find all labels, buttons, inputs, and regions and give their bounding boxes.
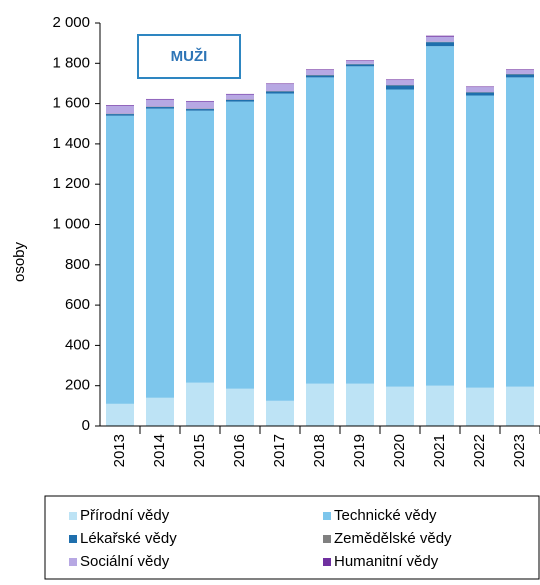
bar-segment (466, 93, 494, 96)
bar-segment (426, 46, 454, 386)
x-tick-label: 2021 (431, 434, 448, 467)
x-tick-label: 2015 (191, 434, 208, 467)
bar-segment (346, 60, 374, 61)
y-tick-label: 1 800 (52, 54, 90, 71)
bar-segment (266, 84, 294, 91)
y-tick-label: 1 400 (52, 135, 90, 152)
bar-segment (106, 116, 134, 404)
legend-label: Humanitní vědy (334, 553, 439, 570)
legend-label: Zemědělské vědy (334, 530, 452, 547)
legend-swatch (323, 558, 331, 566)
bar-segment (226, 102, 254, 389)
bar-segment (506, 77, 534, 386)
bar-segment (146, 100, 174, 107)
x-tick-label: 2023 (511, 434, 528, 467)
y-tick-label: 200 (65, 377, 90, 394)
y-tick-label: 600 (65, 296, 90, 313)
bar-segment (186, 383, 214, 426)
annotation: MUŽI (171, 47, 208, 65)
bar-segment (306, 70, 334, 75)
bar-segment (466, 388, 494, 426)
x-tick-label: 2014 (151, 434, 168, 467)
x-tick-label: 2018 (311, 434, 328, 467)
bar-segment (386, 387, 414, 426)
bar-segment (466, 96, 494, 388)
x-tick-label: 2020 (391, 434, 408, 467)
bar-segment (106, 404, 134, 426)
y-tick-label: 1 000 (52, 215, 90, 232)
bar-segment (266, 92, 294, 94)
bar-segment (146, 398, 174, 426)
legend-swatch (69, 535, 77, 543)
bar-segment (386, 85, 414, 89)
bar-segment (426, 42, 454, 46)
legend-swatch (69, 512, 77, 520)
bar-segment (306, 384, 334, 426)
legend-swatch (323, 512, 331, 520)
bar-segment (426, 36, 454, 37)
bar-segment (466, 87, 494, 92)
legend-label: Technické vědy (334, 507, 437, 524)
bar-segment (506, 70, 534, 74)
x-tick-label: 2017 (271, 434, 288, 467)
bar-segment (346, 64, 374, 66)
bar-segment (346, 61, 374, 64)
y-tick-label: 0 (82, 417, 90, 434)
x-tick-label: 2019 (351, 434, 368, 467)
bar-segment (426, 37, 454, 42)
bar-segment (386, 79, 414, 80)
bar-segment (186, 111, 214, 383)
legend-label: Lékařské vědy (80, 530, 177, 547)
bar-segment (506, 74, 534, 77)
y-axis-label: osoby (11, 241, 28, 282)
legend-label: Sociální vědy (80, 553, 170, 570)
legend-label: Přírodní vědy (80, 507, 170, 524)
bar-segment (506, 69, 534, 70)
bar-segment (306, 75, 334, 77)
bar-segment (346, 66, 374, 383)
bar-segment (346, 384, 374, 426)
bar-segment (306, 77, 334, 383)
bar-segment (186, 102, 214, 109)
bar-segment (226, 95, 254, 100)
bar-segment (426, 386, 454, 426)
bar-segment (266, 401, 294, 426)
legend-swatch (69, 558, 77, 566)
bar-segment (146, 107, 174, 109)
bar-segment (106, 114, 134, 116)
x-tick-label: 2013 (111, 434, 128, 467)
bar-segment (306, 69, 334, 70)
y-tick-label: 1 600 (52, 95, 90, 112)
y-tick-label: 1 200 (52, 175, 90, 192)
bar-segment (266, 94, 294, 401)
y-tick-label: 2 000 (52, 14, 90, 31)
bar-segment (186, 109, 214, 111)
bar-segment (226, 389, 254, 426)
bar-segment (386, 80, 414, 85)
legend-swatch (323, 535, 331, 543)
bar-segment (266, 83, 294, 84)
bar-segment (506, 387, 534, 426)
bar-segment (226, 94, 254, 95)
bar-segment (186, 101, 214, 102)
y-tick-label: 400 (65, 336, 90, 353)
bar-segment (106, 105, 134, 106)
bar-segment (146, 109, 174, 398)
bar-segment (226, 100, 254, 102)
bar-segment (146, 99, 174, 100)
bar-segment (466, 86, 494, 87)
bar-segment (386, 89, 414, 386)
x-tick-label: 2016 (231, 434, 248, 467)
bar-segment (106, 106, 134, 114)
y-tick-label: 800 (65, 256, 90, 273)
x-tick-label: 2022 (471, 434, 488, 467)
